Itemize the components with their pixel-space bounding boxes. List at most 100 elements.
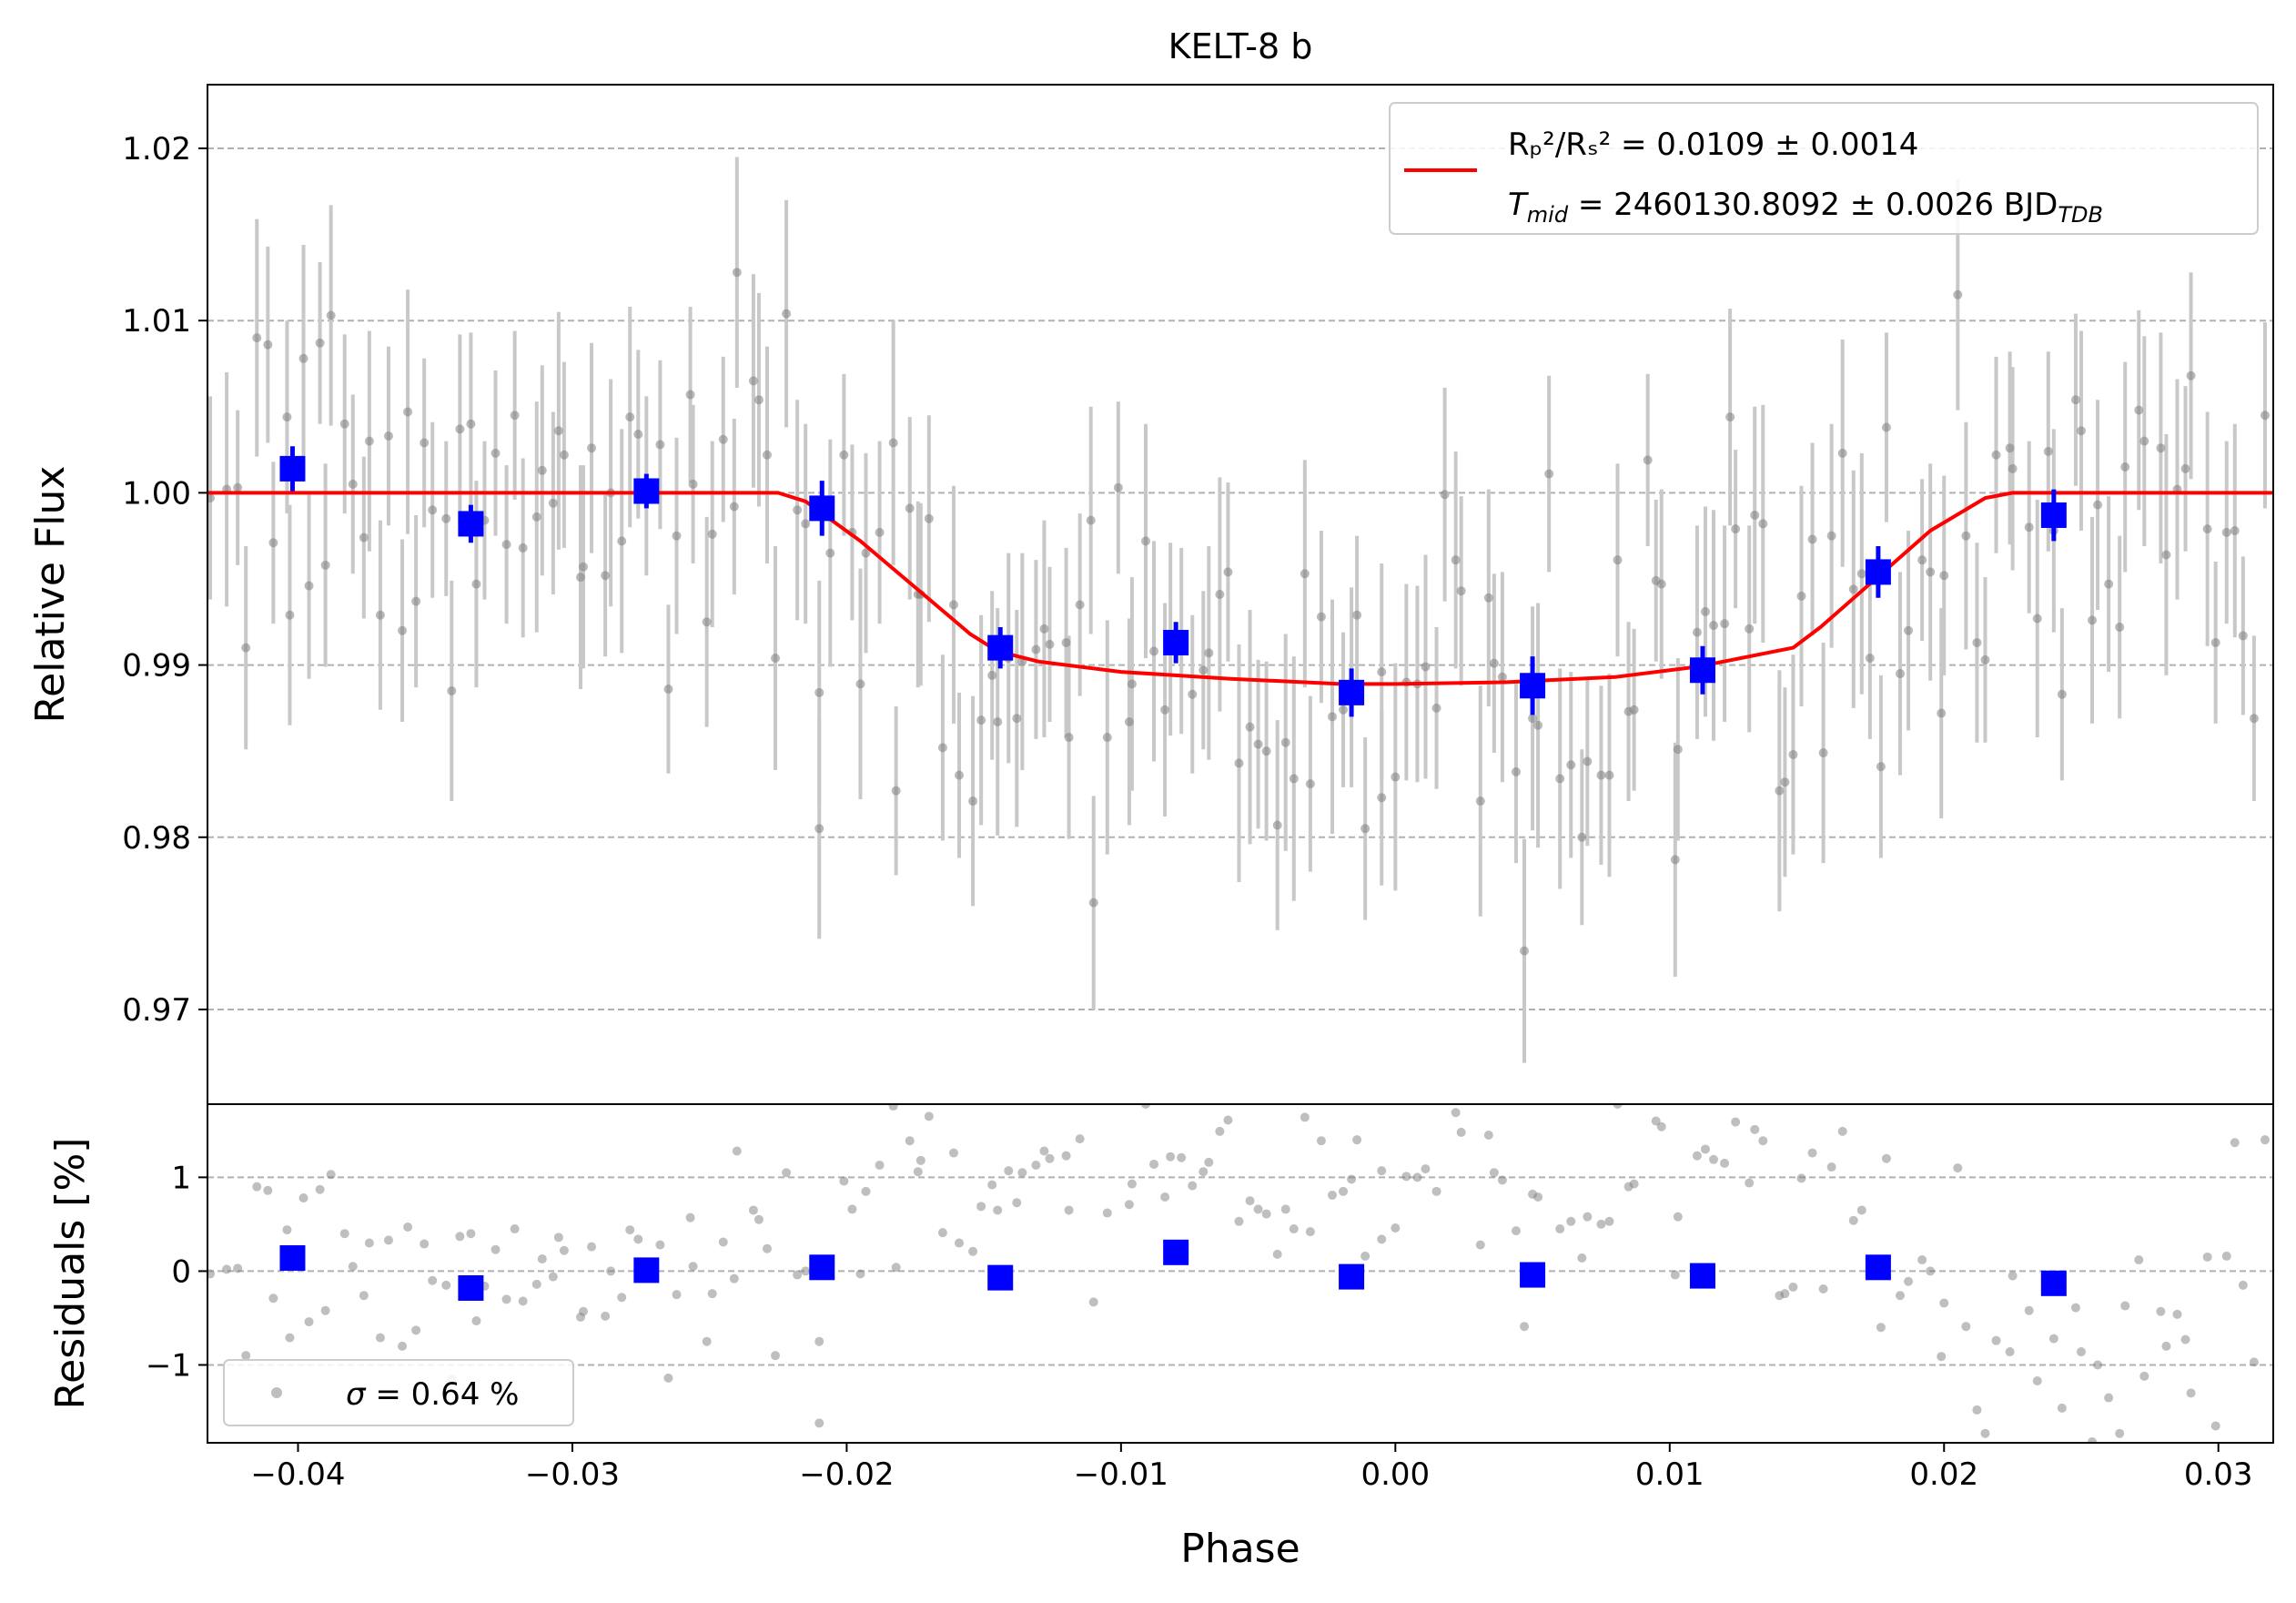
raw-point — [263, 340, 273, 350]
residual-point — [633, 1234, 643, 1244]
residual-point — [1204, 1157, 1214, 1167]
raw-point — [1497, 672, 1507, 682]
residual-point — [1583, 1212, 1593, 1222]
main-legend: Rₚ²/Rₛ² = 0.0109 ± 0.0014 Tmid = 2460130… — [1389, 102, 2259, 235]
binned-point — [809, 495, 835, 522]
x-tick-label: −0.04 — [250, 1456, 345, 1493]
raw-point — [1160, 705, 1170, 715]
residual-point — [1114, 1072, 1123, 1081]
residual-point — [1489, 1168, 1499, 1178]
residual-point — [1004, 1166, 1014, 1176]
residual-point — [1377, 1234, 1387, 1244]
raw-point — [1149, 646, 1159, 656]
raw-point — [1204, 648, 1214, 658]
residual-point — [398, 1341, 408, 1351]
raw-point — [320, 560, 330, 570]
residual-point — [1451, 1108, 1461, 1118]
residual-binned-point — [1520, 1262, 1546, 1288]
residual-point — [1533, 1192, 1543, 1202]
residual-point — [364, 1238, 374, 1248]
residual-point — [1991, 1335, 2001, 1345]
residual-binned-point — [1163, 1239, 1189, 1265]
x-tick-label: 0.00 — [1360, 1456, 1430, 1493]
residual-point — [2161, 1341, 2171, 1351]
residual-point — [553, 1233, 563, 1243]
raw-point — [814, 824, 824, 834]
x-tick-label: 0.01 — [1635, 1456, 1704, 1493]
residual-point — [2221, 1251, 2231, 1261]
residual-point — [1788, 1282, 1798, 1292]
raw-point — [403, 407, 413, 417]
raw-point — [1124, 717, 1134, 726]
raw-point — [1961, 531, 1971, 541]
residual-point — [1124, 1200, 1134, 1210]
residual-point — [1280, 1204, 1290, 1214]
residual-point — [348, 1262, 358, 1272]
residual-point — [1391, 1223, 1401, 1233]
main-y-tick-label: 1.00 — [122, 475, 191, 512]
raw-point — [471, 579, 481, 589]
raw-point — [968, 796, 978, 807]
residual-point — [579, 1306, 589, 1316]
raw-point — [2221, 527, 2231, 537]
residual-point — [2115, 1428, 2125, 1438]
raw-point — [782, 309, 792, 319]
residual-point — [2032, 1375, 2042, 1385]
raw-point — [1475, 796, 1485, 807]
residual-point — [1234, 1216, 1244, 1226]
raw-point — [339, 419, 349, 429]
raw-point — [1113, 482, 1123, 492]
residual-point — [2076, 1347, 2086, 1357]
raw-point — [359, 533, 369, 543]
chart-title: KELT-8 b — [1168, 26, 1313, 66]
residual-point — [1352, 1135, 1362, 1145]
raw-point — [762, 450, 772, 460]
raw-point — [455, 424, 465, 434]
raw-point — [1045, 639, 1055, 649]
residual-point — [2260, 1135, 2270, 1145]
raw-point — [1917, 555, 1927, 565]
residual-point — [1980, 1428, 1990, 1438]
raw-point — [375, 610, 385, 620]
raw-point — [625, 412, 635, 422]
residual-point — [320, 1305, 330, 1315]
legend-depth-text: Rₚ²/Rₛ² = 0.0109 ± 0.0014 — [1508, 127, 1918, 163]
residual-point — [801, 1266, 811, 1276]
raw-point — [575, 573, 585, 583]
raw-point — [1876, 762, 1886, 772]
residual-point — [1758, 1136, 1768, 1146]
raw-point — [1215, 590, 1225, 599]
residual-point — [748, 1205, 758, 1215]
raw-point — [1758, 519, 1768, 529]
residual-point — [663, 1373, 673, 1383]
raw-point — [1377, 667, 1387, 677]
residual-point — [241, 1351, 251, 1361]
main-y-tick-label: 1.02 — [122, 131, 191, 167]
residual-point — [814, 1418, 824, 1428]
residual-point — [2057, 1403, 2067, 1413]
raw-point — [1826, 531, 1836, 541]
binned-points — [279, 446, 2067, 717]
raw-point — [1643, 455, 1653, 465]
residuals-y-tick-label: −1 — [146, 1347, 191, 1384]
raw-point — [1555, 774, 1565, 784]
raw-point — [754, 395, 764, 405]
residual-point — [252, 1182, 262, 1192]
residual-point — [2005, 1347, 2015, 1357]
residual-point — [1305, 1227, 1315, 1237]
residual-point — [1347, 1174, 1357, 1184]
raw-point — [948, 600, 958, 610]
residual-point — [1412, 1172, 1422, 1182]
residual-point — [403, 1222, 413, 1232]
residual-point — [1012, 1198, 1022, 1208]
residual-point — [625, 1225, 635, 1235]
main-y-axis-label: Relative Flux — [27, 466, 74, 724]
residual-point — [1881, 1153, 1891, 1163]
residual-point — [1199, 1167, 1209, 1177]
residual-point — [1166, 1152, 1176, 1162]
residual-point — [1316, 1136, 1326, 1146]
raw-point — [1837, 448, 1847, 458]
raw-point — [466, 419, 476, 429]
binned-point — [987, 634, 1014, 661]
raw-point — [1533, 720, 1543, 730]
